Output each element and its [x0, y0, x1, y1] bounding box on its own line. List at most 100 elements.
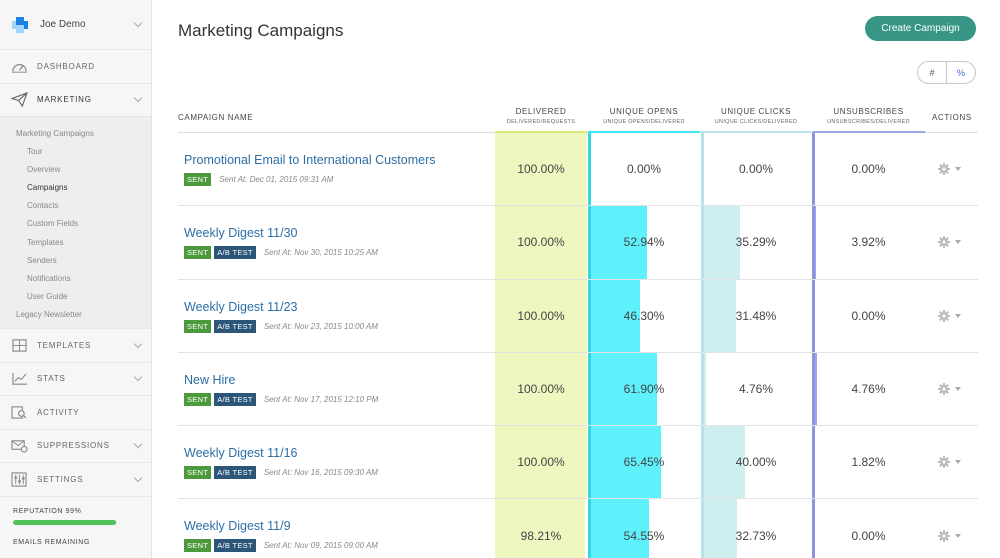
gear-icon[interactable] [938, 383, 950, 396]
submenu-item-senders[interactable]: Senders [27, 255, 57, 265]
sent-at-timestamp: Sent At: Dec 01, 2015 09:31 AM [219, 175, 334, 184]
header-delivered-sub: DELIVERED/REQUESTS [506, 119, 576, 125]
opens-bar-edge [588, 426, 591, 499]
clicks-cell: 32.73% [701, 499, 811, 558]
sent-badge: SENT [184, 539, 212, 553]
opens-bar-edge [588, 206, 591, 279]
submenu-item-campaigns[interactable]: Campaigns [27, 183, 68, 193]
submenu-item-user-guide[interactable]: User Guide [27, 291, 68, 301]
opens-bar-edge [588, 133, 591, 206]
sidebar-footer: REPUTATION 99% EMAILS REMAINING [0, 508, 152, 546]
header-delivered-underline [495, 131, 587, 133]
caret-down-icon[interactable] [955, 313, 961, 318]
create-campaign-button[interactable]: Create Campaign [865, 16, 976, 41]
opens-value: 54.55% [623, 528, 665, 543]
row-actions[interactable] [938, 133, 961, 205]
table-row: Weekly Digest 11/23 SENT A/B TEST Sent A… [178, 279, 978, 353]
clicks-bar [701, 426, 745, 499]
submenu-item-overview[interactable]: Overview [27, 165, 61, 175]
opens-value: 65.45% [623, 455, 665, 470]
campaign-name-cell: Weekly Digest 11/30 SENT A/B TEST Sent A… [184, 226, 378, 260]
opens-bar [588, 352, 658, 426]
nav-dashboard[interactable]: DASHBOARD [0, 50, 151, 84]
table-row: Weekly Digest 11/16 SENT A/B TEST Sent A… [178, 426, 978, 500]
nav-suppressions[interactable]: SUPPRESSIONS [0, 430, 151, 464]
user-name: Joe Demo [40, 19, 86, 30]
submenu-item-marketing-campaigns[interactable]: Marketing Campaigns [16, 129, 94, 138]
header-campaign-name[interactable]: CAMPAIGN NAME [178, 113, 254, 122]
row-actions[interactable] [938, 353, 961, 425]
gear-icon[interactable] [938, 529, 950, 542]
unsubs-bar-edge [812, 279, 815, 352]
delivered-cell: 100.00% [495, 133, 587, 206]
campaign-name-link[interactable]: Weekly Digest 11/9 [184, 519, 291, 534]
sent-badge: SENT [184, 173, 212, 186]
gear-icon[interactable] [938, 309, 950, 322]
puzzle-icon [12, 339, 27, 352]
unsubs-bar-edge [812, 206, 815, 279]
header-unique-opens[interactable]: UNIQUE OPENS UNIQUE OPENS/DELIVERED [588, 107, 700, 125]
unsubs-value: 0.00% [851, 308, 886, 323]
gear-icon[interactable] [938, 163, 950, 176]
caret-down-icon[interactable] [955, 240, 961, 245]
unsubs-bar-edge [812, 426, 815, 499]
row-actions[interactable] [938, 499, 961, 558]
campaigns-table: CAMPAIGN NAME DELIVERED DELIVERED/REQUES… [178, 96, 978, 558]
table-row: New Hire SENT A/B TEST Sent At: Nov 17, … [178, 352, 978, 427]
unsubs-bar-edge [812, 352, 815, 426]
nav-settings[interactable]: SETTINGS [0, 463, 151, 497]
header-delivered[interactable]: DELIVERED DELIVERED/REQUESTS [495, 107, 587, 125]
opens-value: 52.94% [623, 235, 665, 250]
chevron-down-icon [133, 440, 143, 449]
row-actions[interactable] [938, 426, 961, 498]
row-actions[interactable] [938, 206, 961, 278]
caret-down-icon[interactable] [955, 533, 961, 538]
submenu-item-templates[interactable]: Templates [27, 237, 64, 247]
row-actions[interactable] [938, 280, 961, 352]
clicks-value: 0.00% [738, 162, 774, 177]
campaign-name-link[interactable]: New Hire [184, 372, 236, 387]
campaign-name-link[interactable]: Weekly Digest 11/16 [184, 446, 298, 461]
submenu-item-custom-fields[interactable]: Custom Fields [27, 219, 79, 229]
campaign-name-link[interactable]: Weekly Digest 11/30 [184, 226, 298, 241]
nav-templates[interactable]: TEMPLATES [0, 329, 151, 363]
submenu-item-legacy-newsletter[interactable]: Legacy Newsletter [16, 309, 82, 319]
submenu-item-notifications[interactable]: Notifications [27, 273, 71, 283]
user-menu[interactable]: Joe Demo [0, 0, 151, 50]
caret-down-icon[interactable] [955, 460, 961, 465]
reputation-bar [13, 520, 117, 525]
opens-bar [588, 426, 662, 499]
caret-down-icon[interactable] [955, 167, 961, 172]
submenu-item-tour[interactable]: Tour [27, 147, 43, 157]
campaign-name-link[interactable]: Promotional Email to International Custo… [184, 153, 436, 167]
nav-stats[interactable]: STATS [0, 363, 151, 397]
sent-at-timestamp: Sent At: Nov 17, 2015 12:10 PM [263, 394, 379, 404]
sent-at-timestamp: Sent At: Nov 30, 2015 10:25 AM [263, 248, 378, 258]
toggle-percent-button[interactable]: % [956, 67, 965, 78]
opens-cell: 54.55% [588, 499, 700, 558]
clicks-bar [701, 206, 740, 279]
campaign-name-cell: Weekly Digest 11/23 SENT A/B TEST Sent A… [184, 300, 378, 333]
header-unique-clicks[interactable]: UNIQUE CLICKS UNIQUE CLICKS/DELIVERED [701, 107, 811, 125]
chevron-down-icon [133, 94, 143, 103]
search-doc-icon [11, 406, 27, 419]
campaign-name-link[interactable]: Weekly Digest 11/23 [184, 299, 298, 314]
caret-down-icon[interactable] [955, 387, 961, 392]
clicks-bar [701, 279, 736, 352]
ab-test-badge: A/B TEST [214, 319, 256, 333]
gear-icon[interactable] [938, 236, 950, 249]
nav-activity[interactable]: ACTIVITY [0, 396, 151, 430]
opens-cell: 52.94% [588, 206, 700, 279]
nav-marketing[interactable]: MARKETING [0, 83, 151, 117]
toggle-count-button[interactable]: # [918, 62, 947, 83]
gear-icon[interactable] [938, 456, 950, 469]
chevron-down-icon [133, 18, 143, 28]
marketing-submenu: Marketing Campaigns Tour Overview Campai… [0, 117, 151, 330]
opens-bar [588, 499, 650, 558]
submenu-item-contacts[interactable]: Contacts [27, 201, 59, 211]
delivered-cell: 100.00% [495, 206, 587, 279]
clicks-cell: 0.00% [701, 133, 811, 206]
delivered-value: 98.21% [520, 528, 562, 543]
table-header: CAMPAIGN NAME DELIVERED DELIVERED/REQUES… [178, 96, 978, 133]
header-unsubscribes[interactable]: UNSUBSCRIBES UNSUBSCRIBES/DELIVERED [812, 107, 925, 125]
